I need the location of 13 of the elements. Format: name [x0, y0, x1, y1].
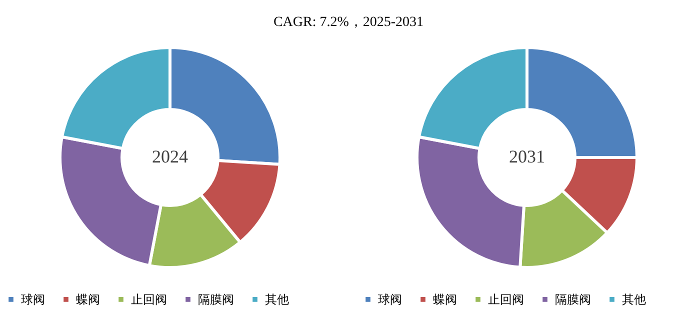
text: 2031 — [509, 146, 545, 166]
legend-label: 其他 — [622, 292, 646, 306]
text: CAGR: 7.2%，2025-2031 — [272, 14, 425, 32]
legend-label: 止回阀 — [488, 292, 524, 306]
legend-label: 隔膜阀 — [198, 292, 234, 306]
legend-label: 隔膜阀 — [555, 292, 591, 306]
legend-label: 蝶阀 — [76, 292, 100, 306]
legend-label: 止回阀 — [131, 292, 167, 306]
legend-label: 其他 — [265, 292, 289, 306]
legend-label: 球阀 — [21, 292, 45, 306]
text: 2024 — [152, 146, 188, 166]
legend-label: 蝶阀 — [433, 292, 457, 306]
legend-label: 球阀 — [378, 292, 402, 306]
